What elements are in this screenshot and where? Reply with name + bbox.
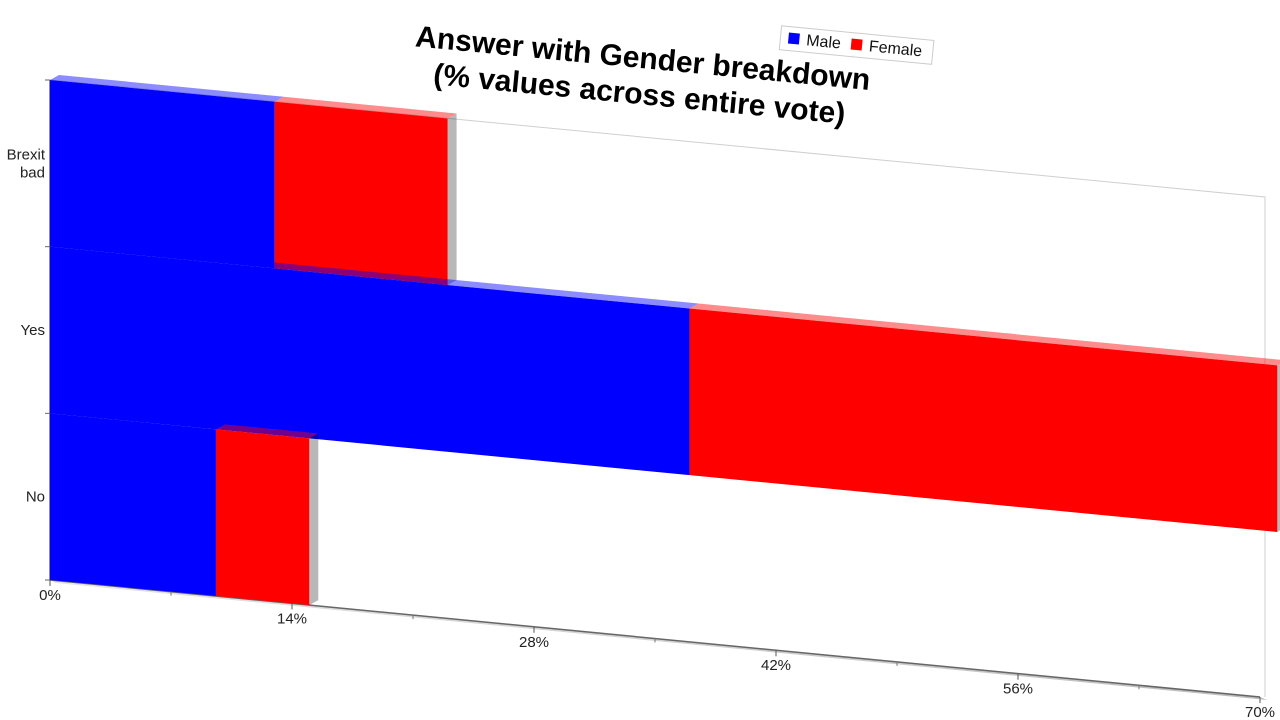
- category-axis: Brexit bad Yes No: [7, 79, 50, 581]
- value-tick-label: 70%: [1245, 704, 1275, 720]
- bar-group: [50, 241, 1280, 533]
- value-tick-label: 42%: [761, 657, 791, 674]
- bar-segment: [50, 80, 275, 269]
- bar-end-face: [1277, 363, 1280, 533]
- bar-segment-top-face: [215, 424, 319, 439]
- value-tick-label: 28%: [519, 634, 549, 651]
- value-tick-label: 14%: [277, 610, 307, 627]
- category-label: No: [26, 489, 45, 506]
- legend-label-male: Male: [805, 32, 841, 52]
- bar-end-face: [447, 113, 457, 286]
- legend-swatch-female: [850, 38, 863, 51]
- bar-group: [50, 75, 457, 286]
- value-tick-label: 56%: [1003, 681, 1033, 698]
- category-label: Yes: [21, 322, 45, 339]
- bars-layer: [50, 75, 1280, 606]
- bar-segment: [50, 246, 690, 476]
- bar-segment: [689, 308, 1278, 533]
- legend-swatch-male: [787, 32, 800, 45]
- legend: Male Female: [778, 25, 935, 65]
- bar-segment: [274, 101, 448, 286]
- legend-label-female: Female: [868, 38, 923, 60]
- bar-segment: [215, 429, 310, 606]
- bar-segment-top-face: [50, 75, 284, 102]
- bar-segment-top-face: [50, 241, 699, 309]
- category-label: Brexit bad: [7, 146, 46, 181]
- bar-segment: [50, 413, 216, 597]
- bar-end-face: [309, 433, 319, 606]
- bar-segment-top-face: [689, 303, 1280, 366]
- bar-group: [50, 408, 319, 606]
- value-axis: 0% 14% 28% 42% 56% 70%: [39, 580, 1275, 720]
- bar-segment-top-face: [50, 408, 225, 430]
- value-tick-label: 0%: [39, 587, 61, 604]
- bar-segment-top-face: [274, 96, 457, 119]
